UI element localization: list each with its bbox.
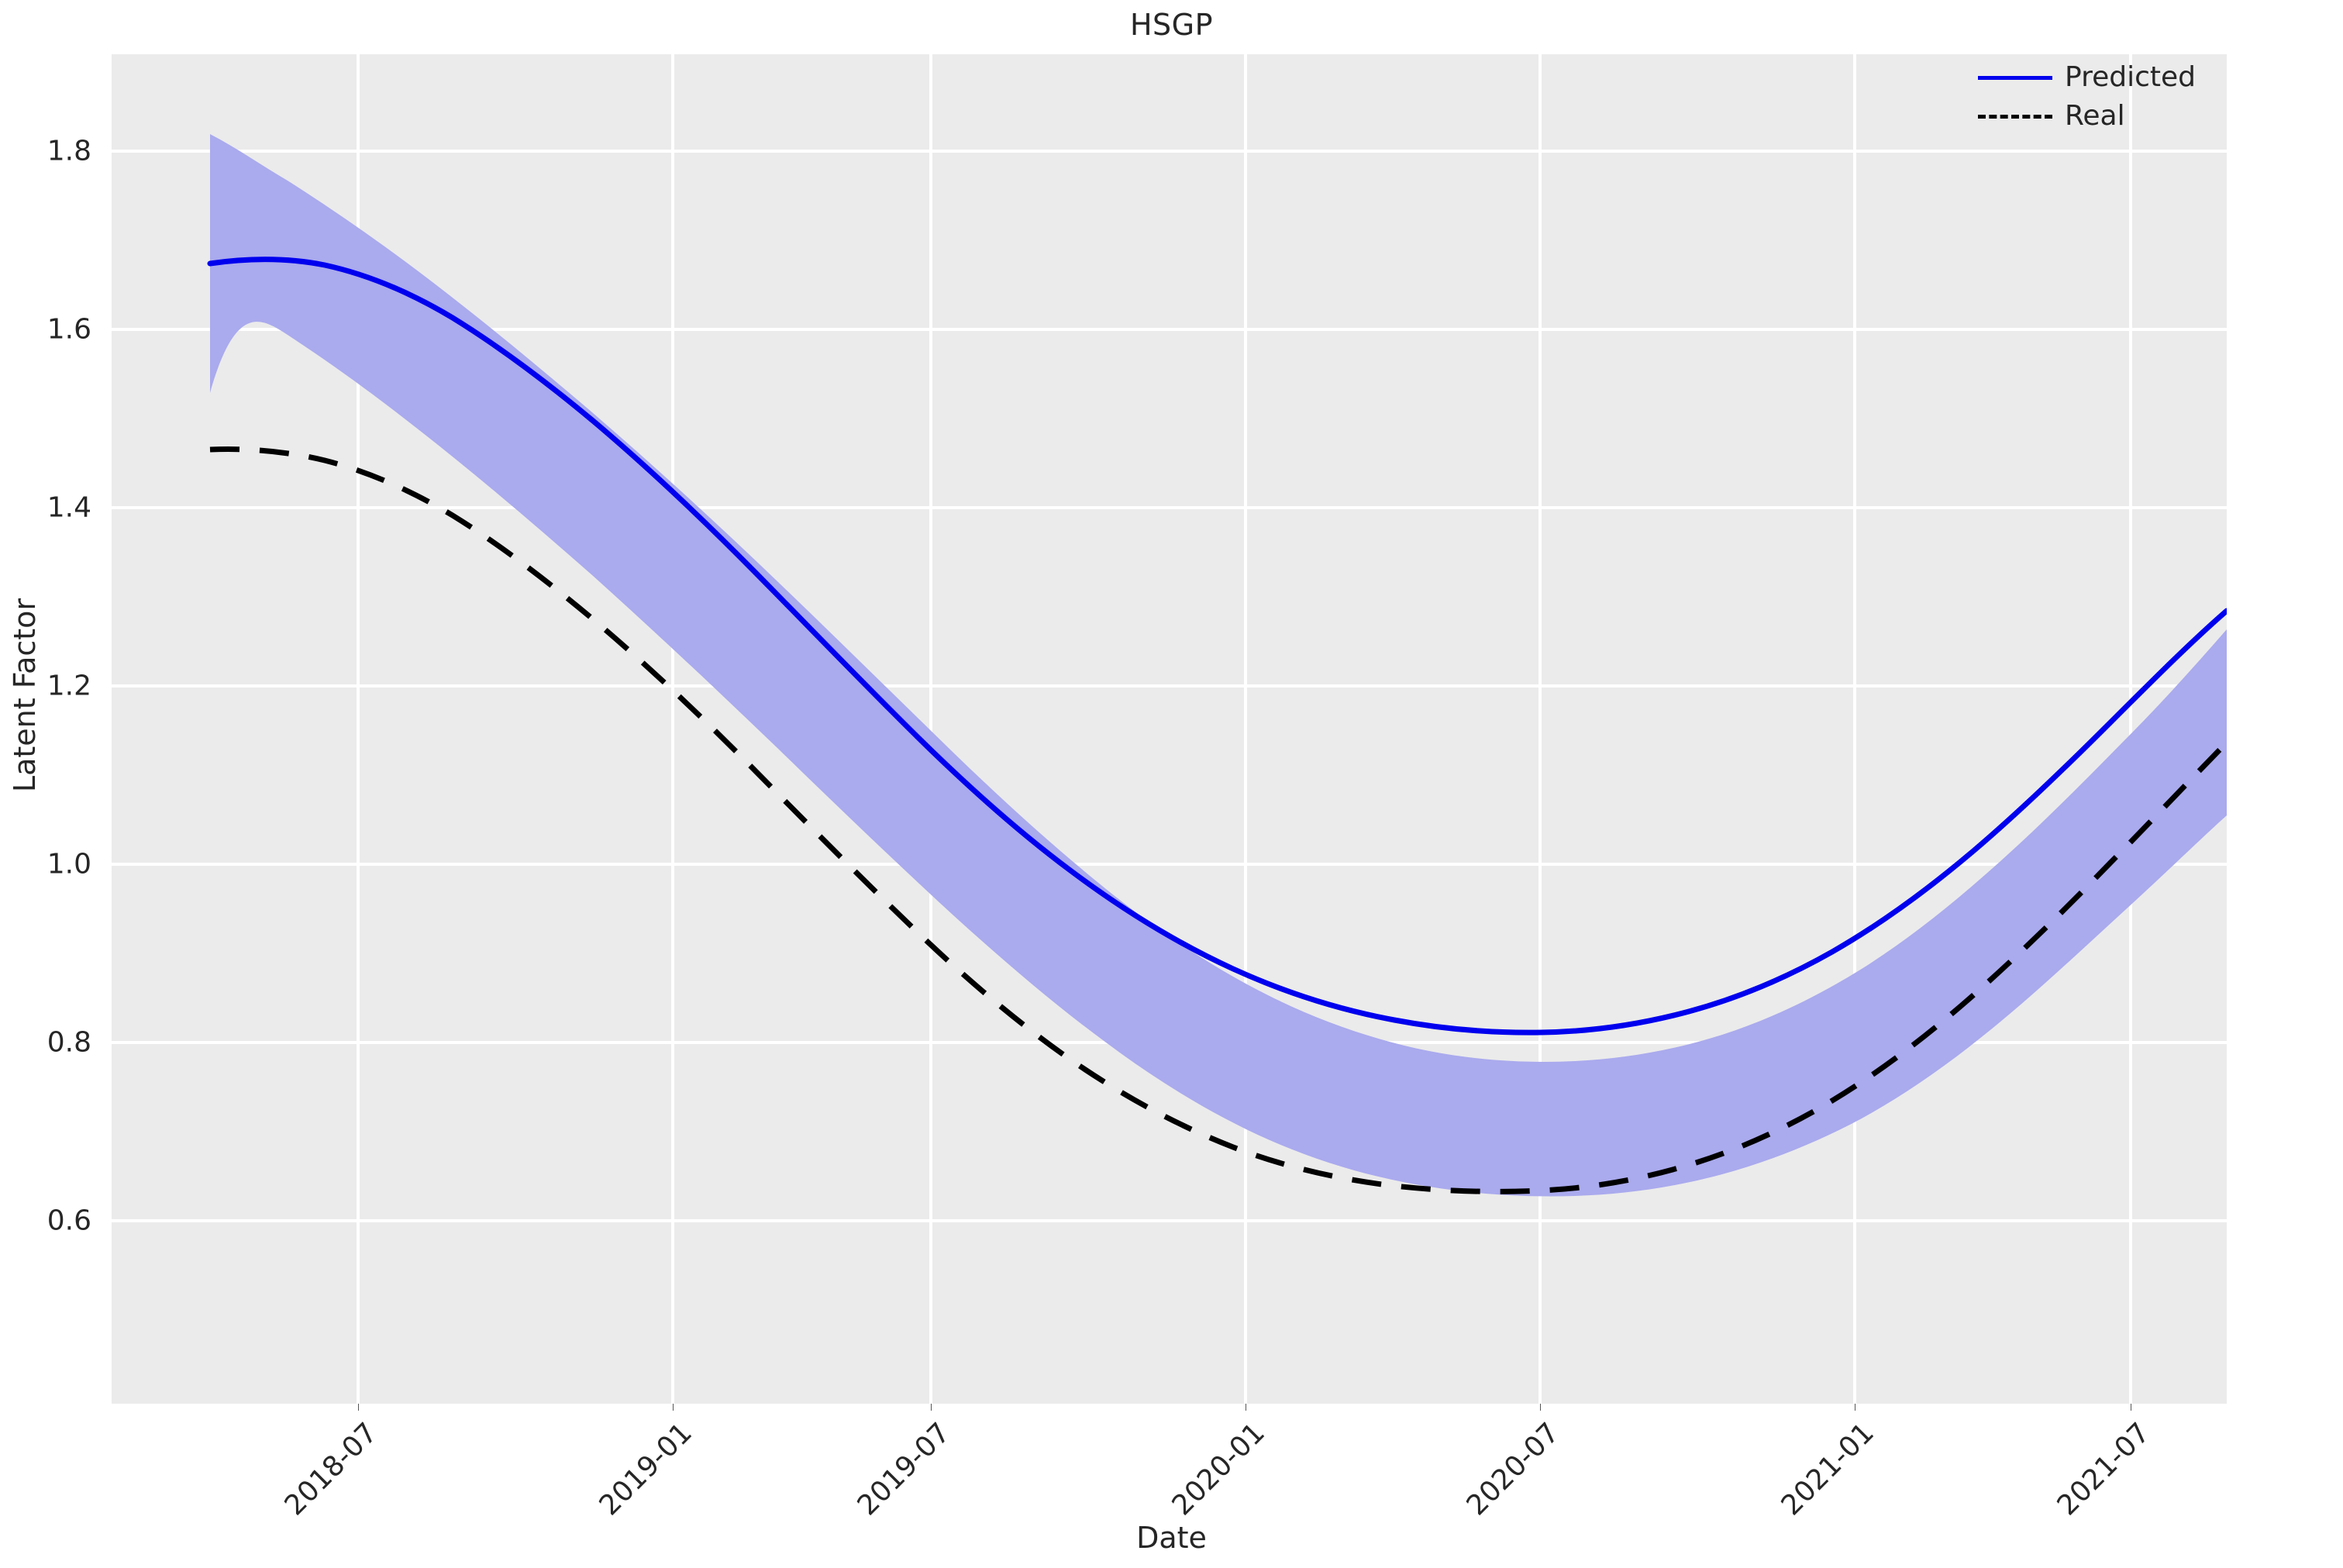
predicted-credible-band xyxy=(210,134,2227,1197)
legend-item-predicted[interactable]: Predicted xyxy=(1978,64,2196,91)
x-tickmark xyxy=(358,1404,359,1411)
plot-canvas xyxy=(112,54,2227,1404)
real-line xyxy=(209,446,2227,1194)
y-tick-label: 1.6 xyxy=(47,313,91,346)
plot-area: Predicted Real xyxy=(112,54,2227,1404)
x-tickmark xyxy=(931,1404,932,1411)
predicted-line xyxy=(207,257,2227,1036)
y-tick-label: 0.8 xyxy=(47,1026,91,1059)
vertical-gridlines xyxy=(357,54,2132,1404)
x-tickmark xyxy=(673,1404,674,1411)
x-tickmark xyxy=(1540,1404,1541,1411)
y-axis-title: Latent Factor xyxy=(8,598,42,793)
legend-line-dashed-icon xyxy=(1978,114,2052,119)
legend-line-solid-icon xyxy=(1978,75,2052,80)
legend-item-real[interactable]: Real xyxy=(1978,102,2196,130)
y-tick-label: 1.8 xyxy=(47,135,91,167)
x-axis-title: Date xyxy=(1136,1521,1207,1555)
legend: Predicted Real xyxy=(1970,60,2203,136)
legend-label-real: Real xyxy=(2065,100,2125,132)
page-title: HSGP xyxy=(1129,8,1214,42)
y-tick-label: 0.6 xyxy=(47,1204,91,1237)
legend-label-predicted: Predicted xyxy=(2065,61,2196,93)
